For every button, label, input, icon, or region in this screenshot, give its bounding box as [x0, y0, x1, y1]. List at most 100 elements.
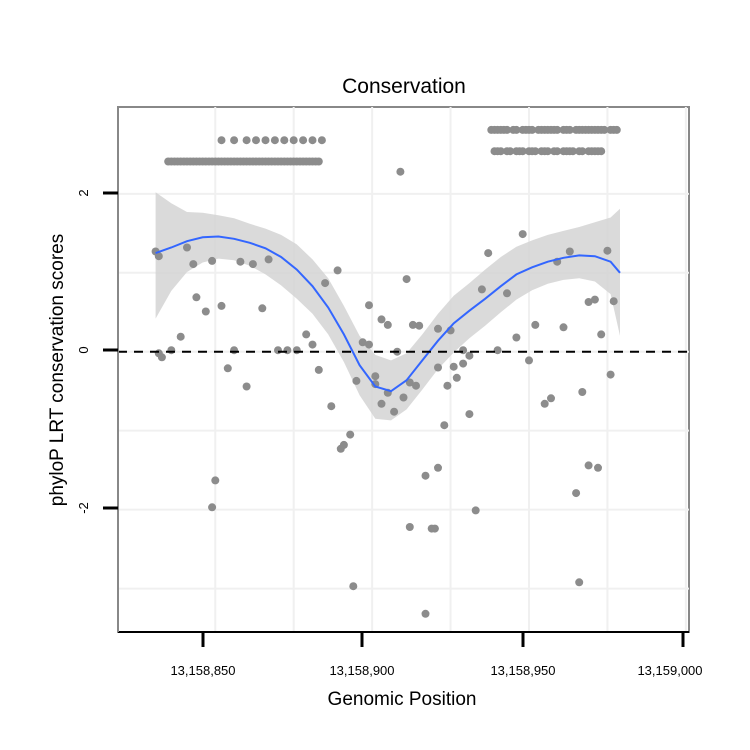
data-point: [252, 136, 260, 145]
data-point: [314, 157, 323, 166]
data-point: [208, 256, 217, 265]
data-point: [547, 394, 555, 403]
data-point: [590, 295, 599, 304]
data-point: [299, 136, 308, 145]
data-point: [575, 578, 584, 587]
data-point: [236, 257, 245, 266]
data-point: [314, 365, 323, 374]
data-point: [292, 346, 301, 355]
data-point: [176, 332, 185, 341]
data-point: [201, 307, 210, 316]
data-point: [572, 489, 581, 498]
data-point: [597, 147, 606, 156]
data-point: [440, 421, 449, 430]
data-point: [603, 246, 612, 255]
data-point: [192, 293, 201, 302]
data-point: [477, 285, 486, 294]
data-point: [565, 247, 574, 256]
data-point: [449, 362, 458, 371]
data-point: [248, 260, 257, 269]
chart-title: Conservation: [342, 75, 466, 98]
data-point: [578, 147, 587, 156]
data-point: [408, 320, 417, 329]
data-point: [528, 125, 537, 134]
data-point: [377, 399, 386, 408]
data-point: [358, 338, 367, 347]
data-point: [612, 125, 621, 134]
data-point: [223, 364, 232, 373]
data-point: [365, 340, 373, 349]
data-point: [434, 324, 442, 333]
data-point: [327, 402, 336, 411]
data-point: [484, 249, 493, 258]
data-point: [459, 346, 468, 355]
data-point: [565, 125, 574, 134]
data-point: [274, 346, 282, 355]
data-point: [553, 125, 562, 134]
data-point: [352, 376, 361, 385]
data-point: [412, 381, 420, 390]
data-point: [584, 461, 593, 470]
data-point: [443, 381, 452, 390]
data-point: [211, 476, 220, 485]
confidence-band-layer: [155, 192, 620, 421]
data-point: [493, 346, 502, 355]
data-point: [465, 351, 474, 360]
data-point: [154, 349, 163, 358]
data-point: [346, 430, 355, 439]
data-point: [609, 297, 618, 306]
data-point: [503, 125, 511, 134]
data-point: [264, 255, 273, 264]
data-point: [525, 356, 533, 365]
data-point: [189, 260, 198, 269]
y-axis: 2 0 -2: [76, 107, 119, 632]
y-axis-label: phyloP LRT conservation scores: [47, 234, 68, 507]
data-point: [289, 136, 298, 145]
data-point: [405, 378, 414, 387]
data-point: [283, 346, 292, 355]
x-axis-label: Genomic Position: [328, 689, 477, 710]
data-point: [242, 382, 251, 391]
data-point: [496, 147, 505, 156]
data-point: [390, 407, 399, 416]
data-point: [167, 346, 176, 355]
data-point: [452, 373, 461, 382]
data-point: [430, 524, 439, 533]
data-point: [183, 243, 191, 252]
data-point: [471, 506, 480, 515]
data-point: [333, 266, 342, 275]
data-point: [594, 463, 602, 472]
data-point: [503, 289, 511, 298]
data-point: [402, 275, 411, 284]
data-point: [349, 582, 358, 591]
data-point: [377, 315, 386, 324]
data-point: [597, 330, 606, 339]
data-point: [540, 399, 549, 408]
data-point: [578, 388, 587, 396]
data-point: [531, 320, 540, 329]
data-point: [270, 136, 279, 145]
data-point: [559, 323, 568, 332]
data-point: [512, 125, 521, 134]
x-tick-label: 13,158,950: [490, 663, 555, 678]
data-point: [371, 372, 380, 381]
y-tick-label: -2: [76, 502, 91, 514]
data-point: [365, 301, 373, 310]
data-point: [553, 147, 562, 156]
data-point: [543, 147, 552, 156]
data-point: [217, 301, 226, 310]
data-point: [434, 463, 442, 472]
data-point: [512, 333, 521, 342]
data-point: [383, 320, 392, 329]
smooth-line-layer: [155, 235, 621, 393]
data-point: [465, 410, 474, 419]
data-point: [336, 444, 345, 453]
data-point: [600, 125, 609, 134]
data-point: [396, 167, 405, 176]
data-point: [154, 252, 163, 261]
data-point: [302, 330, 311, 339]
data-point: [459, 359, 468, 368]
data-point: [518, 147, 527, 156]
data-point: [258, 304, 267, 313]
